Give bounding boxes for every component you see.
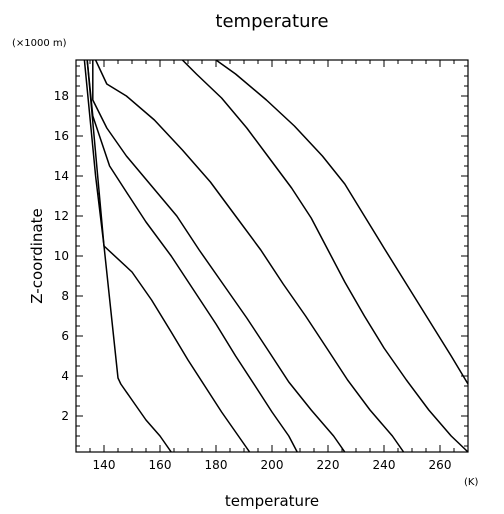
y-tick-label: 12	[54, 209, 69, 223]
plot-frame	[75, 59, 469, 453]
x-tick-label: 240	[373, 458, 396, 472]
data-series	[83, 60, 468, 452]
y-tick-label: 10	[54, 249, 69, 263]
y-tick-label: 8	[61, 289, 69, 303]
y-tick-label: 4	[61, 369, 69, 383]
chart-title: temperature	[215, 11, 328, 32]
series-line-4	[92, 60, 346, 452]
axis-ticks	[76, 60, 469, 452]
series-line-2	[83, 60, 251, 452]
x-tick-label: 160	[149, 458, 172, 472]
y-tick-label: 16	[54, 129, 69, 143]
series-line-5	[94, 60, 405, 452]
y-tick-label: 14	[54, 169, 69, 183]
x-axis-label: temperature	[225, 492, 319, 510]
y-unit-label: (×1000 m)	[12, 38, 67, 49]
x-tick-label: 220	[317, 458, 340, 472]
x-tick-label: 140	[93, 458, 116, 472]
y-tick-label: 6	[61, 329, 69, 343]
series-line-7	[215, 60, 468, 385]
x-tick-label: 180	[205, 458, 228, 472]
x-unit-label: (K)	[464, 477, 478, 488]
series-line-3	[86, 60, 298, 452]
y-tick-label: 2	[61, 409, 69, 423]
x-tick-label: 260	[429, 458, 452, 472]
x-tick-label: 200	[261, 458, 284, 472]
y-axis-label: Z-coordinate	[28, 208, 46, 303]
y-tick-label: 18	[54, 89, 69, 103]
tick-labels: 140 160 180 200 220 240 260 2 4 6 8 10 12 14 16 18	[54, 89, 452, 472]
series-line-1	[86, 60, 172, 452]
series-line-6	[181, 60, 468, 452]
